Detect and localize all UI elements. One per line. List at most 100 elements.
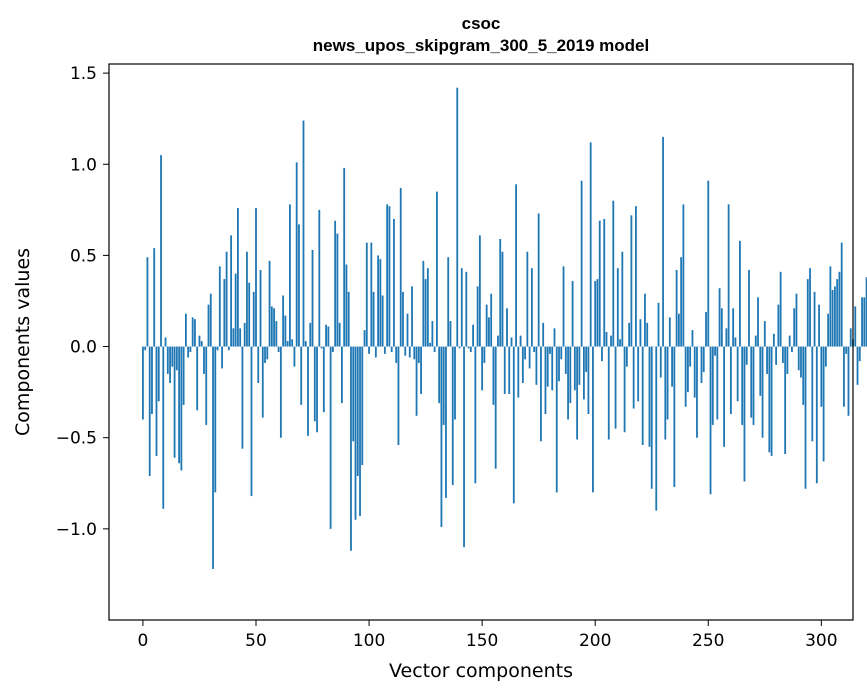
bar-177 [542,322,545,347]
x-tick-label: 200 [579,631,611,651]
bar-58 [273,308,275,347]
bar-96 [359,346,361,517]
bar-304 [829,266,832,347]
bar-184 [558,346,560,382]
bar-152 [485,304,488,347]
bar-11 [166,346,169,374]
bar-35 [221,346,223,369]
bar-240 [684,346,687,407]
bar-195 [582,346,585,400]
bar-55 [266,346,269,360]
bar-70 [300,346,303,405]
bar-233 [668,317,671,347]
bar-76 [313,346,316,422]
bar-133 [442,346,445,425]
bar-190 [571,280,574,347]
bar-171 [528,346,531,369]
bar-129 [433,346,436,353]
bar-53 [261,346,264,418]
bar-131 [438,346,441,404]
bar-73 [307,346,309,436]
bar-191 [573,346,576,391]
bar-65 [289,204,291,347]
bar-229 [659,346,662,378]
bar-200 [594,280,597,347]
bar-178 [544,346,547,415]
bar-176 [540,346,542,442]
bar-147 [474,346,477,484]
bar-167 [519,335,522,347]
bar-41 [234,273,237,347]
bar-30 [209,293,212,347]
bar-239 [682,204,685,347]
bar-20 [187,346,190,358]
bar-284 [784,346,787,455]
bar-121 [415,346,418,416]
bar-209 [614,346,617,429]
bar-308 [838,271,841,347]
bar-112 [395,346,398,363]
bar-12 [169,346,171,384]
bar-319 [863,297,866,347]
bar-301 [822,346,825,462]
bar-50 [255,208,257,347]
bar-276 [766,346,768,374]
bar-89 [343,167,346,347]
bar-13 [171,346,174,367]
bar-252 [711,346,714,425]
bar-235 [673,346,676,487]
bar-91 [347,291,350,347]
bar-299 [818,304,820,347]
bar-251 [709,346,712,495]
bar-98 [363,330,366,347]
bar-110 [390,346,393,353]
y-axis-label: Components values [12,248,34,436]
y-tick-label: 0.5 [70,246,97,266]
bar-111 [393,218,395,347]
bar-256 [720,308,723,347]
bar-54 [264,346,266,363]
bar-124 [422,260,425,347]
bar-271 [754,335,757,347]
bar-264 [739,240,741,347]
bar-286 [788,335,791,347]
bar-59 [275,321,278,347]
bar-130 [436,191,438,347]
bar-118 [408,346,411,358]
bar-313 [849,328,852,347]
bar-163 [510,337,513,347]
bar-237 [677,313,680,347]
bar-218 [635,206,637,347]
bar-143 [465,271,468,347]
bar-141 [460,268,463,347]
bar-62 [282,295,285,347]
bar-300 [820,346,823,407]
bar-208 [612,200,615,347]
bar-18 [182,346,185,405]
bar-281 [777,304,780,347]
bar-14 [173,346,176,458]
bar-161 [506,308,508,347]
bar-180 [549,346,551,354]
x-axis-label: Vector components [389,660,573,682]
bars-group [142,87,867,569]
bar-205 [605,331,608,347]
bar-115 [402,291,404,347]
bar-107 [383,346,386,354]
bar-34 [218,266,221,347]
bar-221 [641,346,644,445]
bar-316 [856,346,859,385]
bar-104 [377,255,380,347]
bar-305 [831,290,834,347]
bar-279 [772,333,775,347]
bar-254 [716,346,719,420]
chart-subtitle: news_upos_skipgram_300_5_2019 model [313,36,649,55]
bar-64 [286,341,289,347]
bar-142 [463,346,465,548]
bar-214 [625,346,628,367]
bar-151 [483,346,486,363]
bar-67 [293,346,296,367]
chart-title: csoc [462,14,501,33]
bar-220 [639,319,642,347]
bar-22 [191,317,194,347]
